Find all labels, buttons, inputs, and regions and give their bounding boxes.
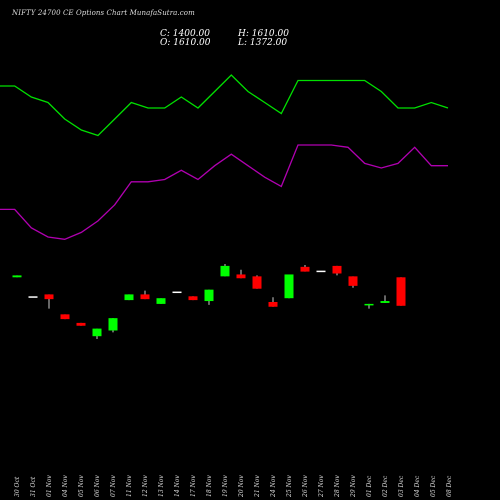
- x-tick-label: 08 Dec: [446, 475, 453, 497]
- x-tick-label: 12 Nov: [142, 475, 149, 497]
- candle-body: [380, 301, 390, 303]
- x-tick-label: 04 Nov: [62, 475, 69, 497]
- close-value: C: 1400.00: [160, 29, 210, 39]
- x-tick-label: 29 Nov: [350, 475, 357, 498]
- candle-body: [44, 294, 54, 300]
- candle-body: [300, 266, 310, 272]
- candle-body: [60, 314, 70, 320]
- candle-body: [364, 303, 374, 306]
- candle-body: [156, 298, 166, 304]
- x-tick-label: 25 Nov: [286, 475, 293, 498]
- x-tick-label: 20 Nov: [238, 475, 245, 498]
- x-tick-label: 05 Nov: [78, 475, 85, 497]
- candle-body: [332, 265, 342, 274]
- x-tick-label: 24 Nov: [270, 475, 277, 498]
- x-tick-label: 17 Nov: [190, 475, 197, 497]
- upper-indicator-line: [0, 74, 449, 137]
- x-tick-label: 07 Nov: [110, 475, 117, 497]
- x-tick-label: 27 Nov: [318, 475, 325, 498]
- candle-body: [284, 274, 294, 299]
- candle-body: [268, 302, 278, 307]
- x-tick-label: 04 Dec: [414, 475, 421, 497]
- candle-body: [172, 291, 182, 294]
- chart-title: NIFTY 24700 CE Options Chart MunafaSutra…: [12, 9, 195, 17]
- candle-body: [124, 294, 134, 301]
- candle-body: [316, 270, 326, 273]
- x-tick-label: 30 Oct: [14, 476, 21, 497]
- indicator-lines: [0, 74, 449, 240]
- x-tick-label: 14 Nov: [174, 475, 181, 497]
- x-tick-label: 05 Dec: [430, 475, 437, 497]
- x-tick-label: 02 Dec: [382, 475, 389, 497]
- candles-group: [12, 264, 406, 340]
- candle-body: [396, 277, 406, 306]
- open-value: O: 1610.00: [160, 38, 211, 48]
- candle-body: [220, 265, 230, 277]
- candle-body: [28, 296, 38, 298]
- x-tick-label: 03 Dec: [398, 475, 405, 497]
- candle-body: [204, 289, 214, 302]
- lower-indicator-line: [0, 144, 448, 240]
- candle-body: [108, 318, 118, 331]
- candle-body: [236, 274, 246, 279]
- x-tick-label: 01 Dec: [366, 475, 373, 497]
- candle-body: [12, 275, 22, 278]
- x-tick-label: 18 Nov: [206, 475, 213, 497]
- candle-body: [188, 296, 198, 301]
- candle-body: [92, 328, 102, 337]
- candle-body: [252, 276, 262, 289]
- x-tick-label: 19 Nov: [222, 475, 229, 497]
- candle-body: [76, 322, 86, 326]
- x-tick-label: 06 Nov: [94, 475, 101, 497]
- candle-body: [348, 276, 358, 286]
- x-tick-label: 11 Nov: [126, 475, 133, 497]
- x-tick-label: 26 Nov: [302, 475, 309, 498]
- high-value: H: 1610.00: [238, 29, 289, 39]
- x-tick-label: 01 Nov: [46, 475, 53, 497]
- candle-body: [140, 294, 150, 300]
- low-value: L: 1372.00: [238, 38, 288, 48]
- x-tick-label: 28 Nov: [334, 475, 341, 498]
- x-tick-label: 13 Nov: [158, 475, 165, 497]
- x-tick-label: 21 Nov: [254, 475, 261, 498]
- x-tick-label: 31 Oct: [30, 476, 37, 497]
- x-axis-labels: 30 Oct 31 Oct 01 Nov 04 Nov 05 Nov 06 Nov 07 N…: [14, 475, 453, 498]
